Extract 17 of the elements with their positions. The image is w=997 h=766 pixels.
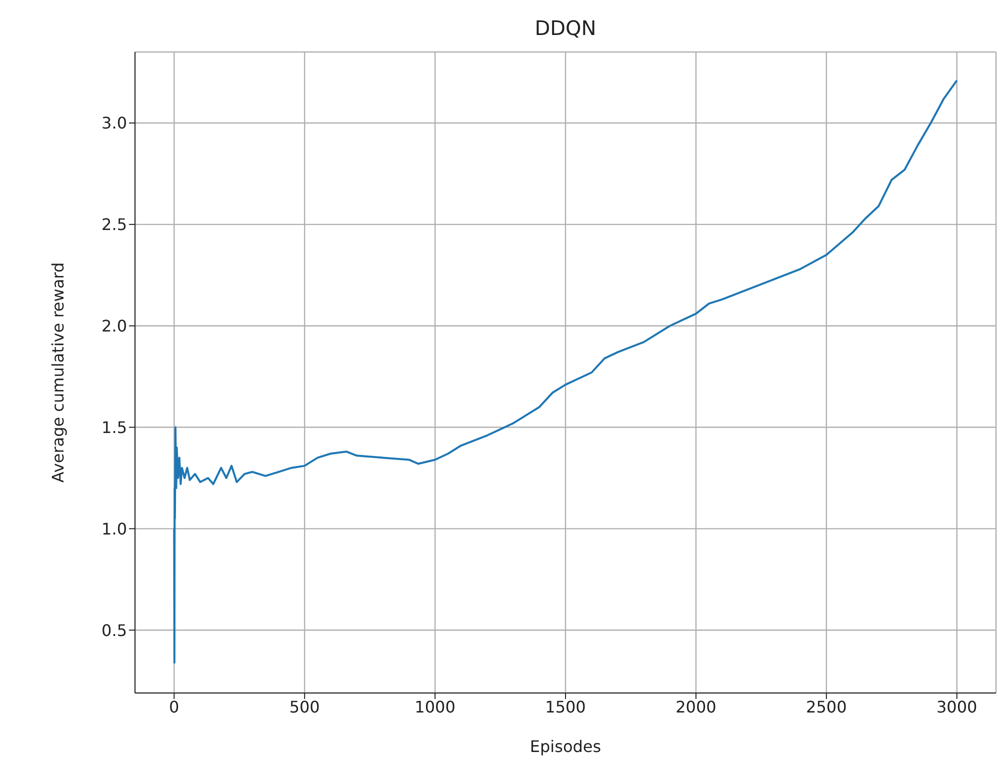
y-tick-label: 2.0 [102, 316, 127, 336]
y-axis-title: Average cumulative reward [48, 262, 68, 483]
y-tick-label: 0.5 [102, 620, 127, 640]
y-tick-label: 1.0 [102, 519, 127, 538]
x-tick-label: 2500 [806, 697, 847, 716]
y-tick-label: 1.5 [102, 418, 127, 437]
chart-title: DDQN [534, 16, 598, 40]
x-tick-label: 1500 [545, 697, 586, 716]
line-series [173, 79, 958, 664]
x-tick-label: 1000 [414, 697, 456, 716]
x-axis-title: Episodes [530, 737, 602, 756]
y-tick-label: 2.5 [102, 215, 127, 234]
x-tick-label: 500 [289, 697, 320, 716]
x-tick-label: 3000 [936, 697, 978, 716]
x-tick-label: 2000 [676, 697, 716, 716]
x-tick-label: 0 [169, 697, 180, 716]
y-tick-label: 3.0 [102, 114, 127, 133]
